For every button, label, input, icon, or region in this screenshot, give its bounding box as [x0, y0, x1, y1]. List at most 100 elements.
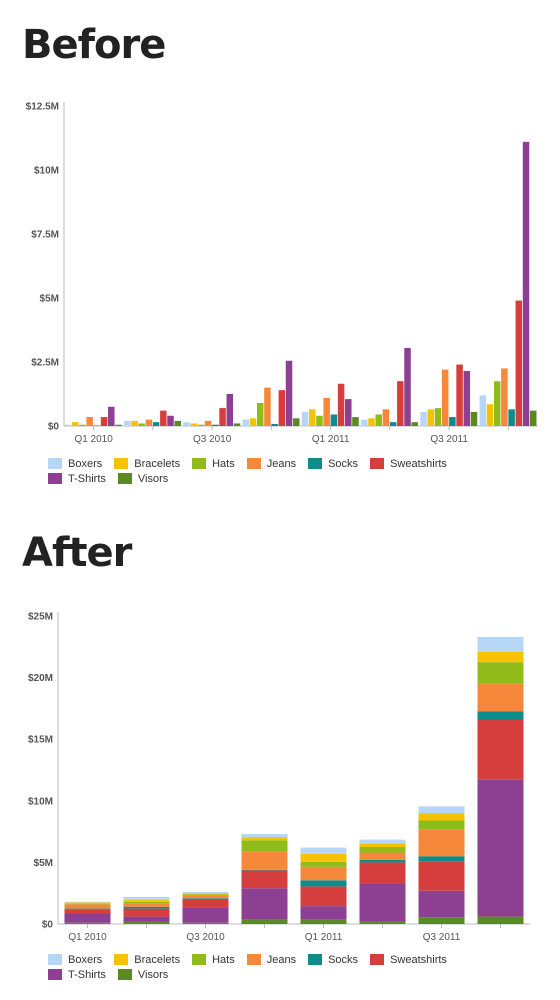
before-bar-boxers [183, 422, 190, 426]
before-bar-socks [93, 425, 101, 426]
before-bar-boxers [479, 395, 487, 426]
before-bar-hats [138, 423, 145, 426]
after-bar-t-shirts [477, 779, 524, 917]
legend-item-bracelets[interactable]: Bracelets [114, 952, 180, 967]
before-bar-visors [470, 411, 478, 426]
before-bar-bracelets [131, 420, 138, 426]
before-bar-t-shirts [345, 399, 352, 426]
legend-item-bracelets[interactable]: Bracelets [114, 456, 180, 471]
after-bar-socks [182, 898, 229, 899]
after-bar-hats [300, 861, 347, 867]
legend-swatch [192, 954, 207, 965]
after-bar-socks [241, 869, 288, 871]
legend-label: Boxers [68, 953, 103, 966]
legend-item-sweatshirts[interactable]: Sweatshirts [370, 456, 447, 471]
before-bar-socks [449, 417, 456, 426]
legend-swatch [192, 458, 207, 469]
legend-label: T-Shirts [68, 968, 106, 981]
before-bar-sweatshirts [219, 408, 226, 426]
legend-item-hats[interactable]: Hats [192, 952, 235, 967]
before-chart: $0 $2.5M $5M $7.5M $10M $12.5M Q1 2010 Q3 2010 Q… [26, 102, 538, 445]
before-bar-hats [197, 424, 205, 426]
after-bar-hats [123, 901, 170, 904]
after-bar-jeans [123, 903, 170, 907]
before-bar-t-shirts [404, 347, 411, 426]
legend-label: Socks [328, 953, 359, 966]
legend-item-boxers[interactable]: Boxers [48, 456, 102, 471]
legend-item-sweatshirts[interactable]: Sweatshirts [370, 952, 447, 967]
after-bar-visors [418, 917, 465, 924]
before-bar-t-shirts [285, 360, 293, 426]
after-bar-bracelets [64, 902, 111, 904]
after-y-tick-label: $0 [42, 920, 54, 931]
after-bar-visors [182, 922, 229, 924]
after-bar-socks [300, 880, 347, 887]
before-bar-bracelets [309, 409, 316, 426]
legend-item-boxers[interactable]: Boxers [48, 952, 102, 967]
legend-label: Sweatshirts [390, 457, 447, 470]
legend-item-visors[interactable]: Visors [117, 471, 168, 486]
legend-label: Hats [212, 953, 235, 966]
after-y-tick-label: $20M [28, 673, 53, 684]
legend-item-hats[interactable]: Hats [192, 456, 235, 471]
after-bar-jeans [182, 895, 229, 899]
before-bar-hats [434, 408, 442, 426]
legend-item-t-shirts[interactable]: T-Shirts [48, 967, 106, 982]
after-bar-visors [64, 922, 111, 924]
legend-swatch [370, 954, 385, 965]
legend-label: Jeans [266, 457, 297, 470]
legend-label: Boxers [68, 457, 103, 470]
after-bar-socks [477, 711, 524, 720]
after-bar-sweatshirts [418, 861, 465, 891]
before-y-tick-label: $0 [48, 422, 60, 433]
legend-item-visors[interactable]: Visors [117, 967, 169, 982]
after-bar-boxers [359, 839, 406, 844]
before-bar-t-shirts [108, 406, 115, 426]
before-bar-sweatshirts [160, 410, 167, 426]
before-bar-socks [330, 414, 338, 426]
after-bar-socks [359, 859, 406, 863]
before-bar-boxers [64, 424, 72, 426]
after-bar-bracelets [477, 651, 524, 663]
before-bar-socks [389, 422, 397, 426]
after-bar-t-shirts [300, 906, 347, 920]
before-bar-jeans [264, 387, 271, 426]
before-bar-boxers [420, 411, 427, 426]
after-x-tick-label: Q1 2011 [305, 932, 343, 943]
after-bar-visors [300, 919, 347, 924]
before-bar-t-shirts [522, 141, 530, 426]
legend-label: Socks [328, 457, 359, 470]
legend-swatch [48, 458, 62, 469]
legend-item-t-shirts[interactable]: T-Shirts [48, 471, 106, 486]
before-bar-boxers [242, 419, 250, 426]
after-bar-t-shirts [359, 883, 406, 922]
before-x-tick-label: Q1 2010 [74, 434, 113, 445]
before-y-tick-label: $10M [34, 166, 59, 177]
after-bar-boxers [123, 896, 170, 900]
before-bar-t-shirts [167, 415, 174, 426]
after-bar-boxers [241, 834, 288, 838]
legend-swatch [114, 458, 129, 469]
legend-swatch [48, 954, 62, 965]
legend-item-socks[interactable]: Socks [308, 456, 358, 471]
before-bar-boxers [301, 411, 309, 426]
legend-label: Visors [137, 968, 169, 981]
after-bar-sweatshirts [64, 909, 111, 914]
before-bar-sweatshirts [456, 364, 463, 426]
legend-item-jeans[interactable]: Jeans [246, 952, 296, 967]
after-bar-bracelets [241, 837, 288, 841]
before-bar-bracelets [368, 418, 375, 426]
after-bar-sweatshirts [123, 908, 170, 917]
before-bar-socks [212, 424, 219, 426]
before-bar-socks [508, 409, 515, 426]
before-bar-jeans [501, 368, 508, 426]
before-bar-jeans [382, 409, 390, 426]
before-bar-hats [256, 402, 264, 426]
before-bar-hats [493, 381, 501, 426]
after-bar-visors [477, 916, 524, 924]
before-bar-hats [375, 414, 382, 426]
legend-item-jeans[interactable]: Jeans [246, 456, 297, 471]
before-x-tick-label: Q1 2011 [312, 434, 350, 445]
legend-item-socks[interactable]: Socks [308, 952, 358, 967]
legend-swatch [370, 458, 385, 469]
